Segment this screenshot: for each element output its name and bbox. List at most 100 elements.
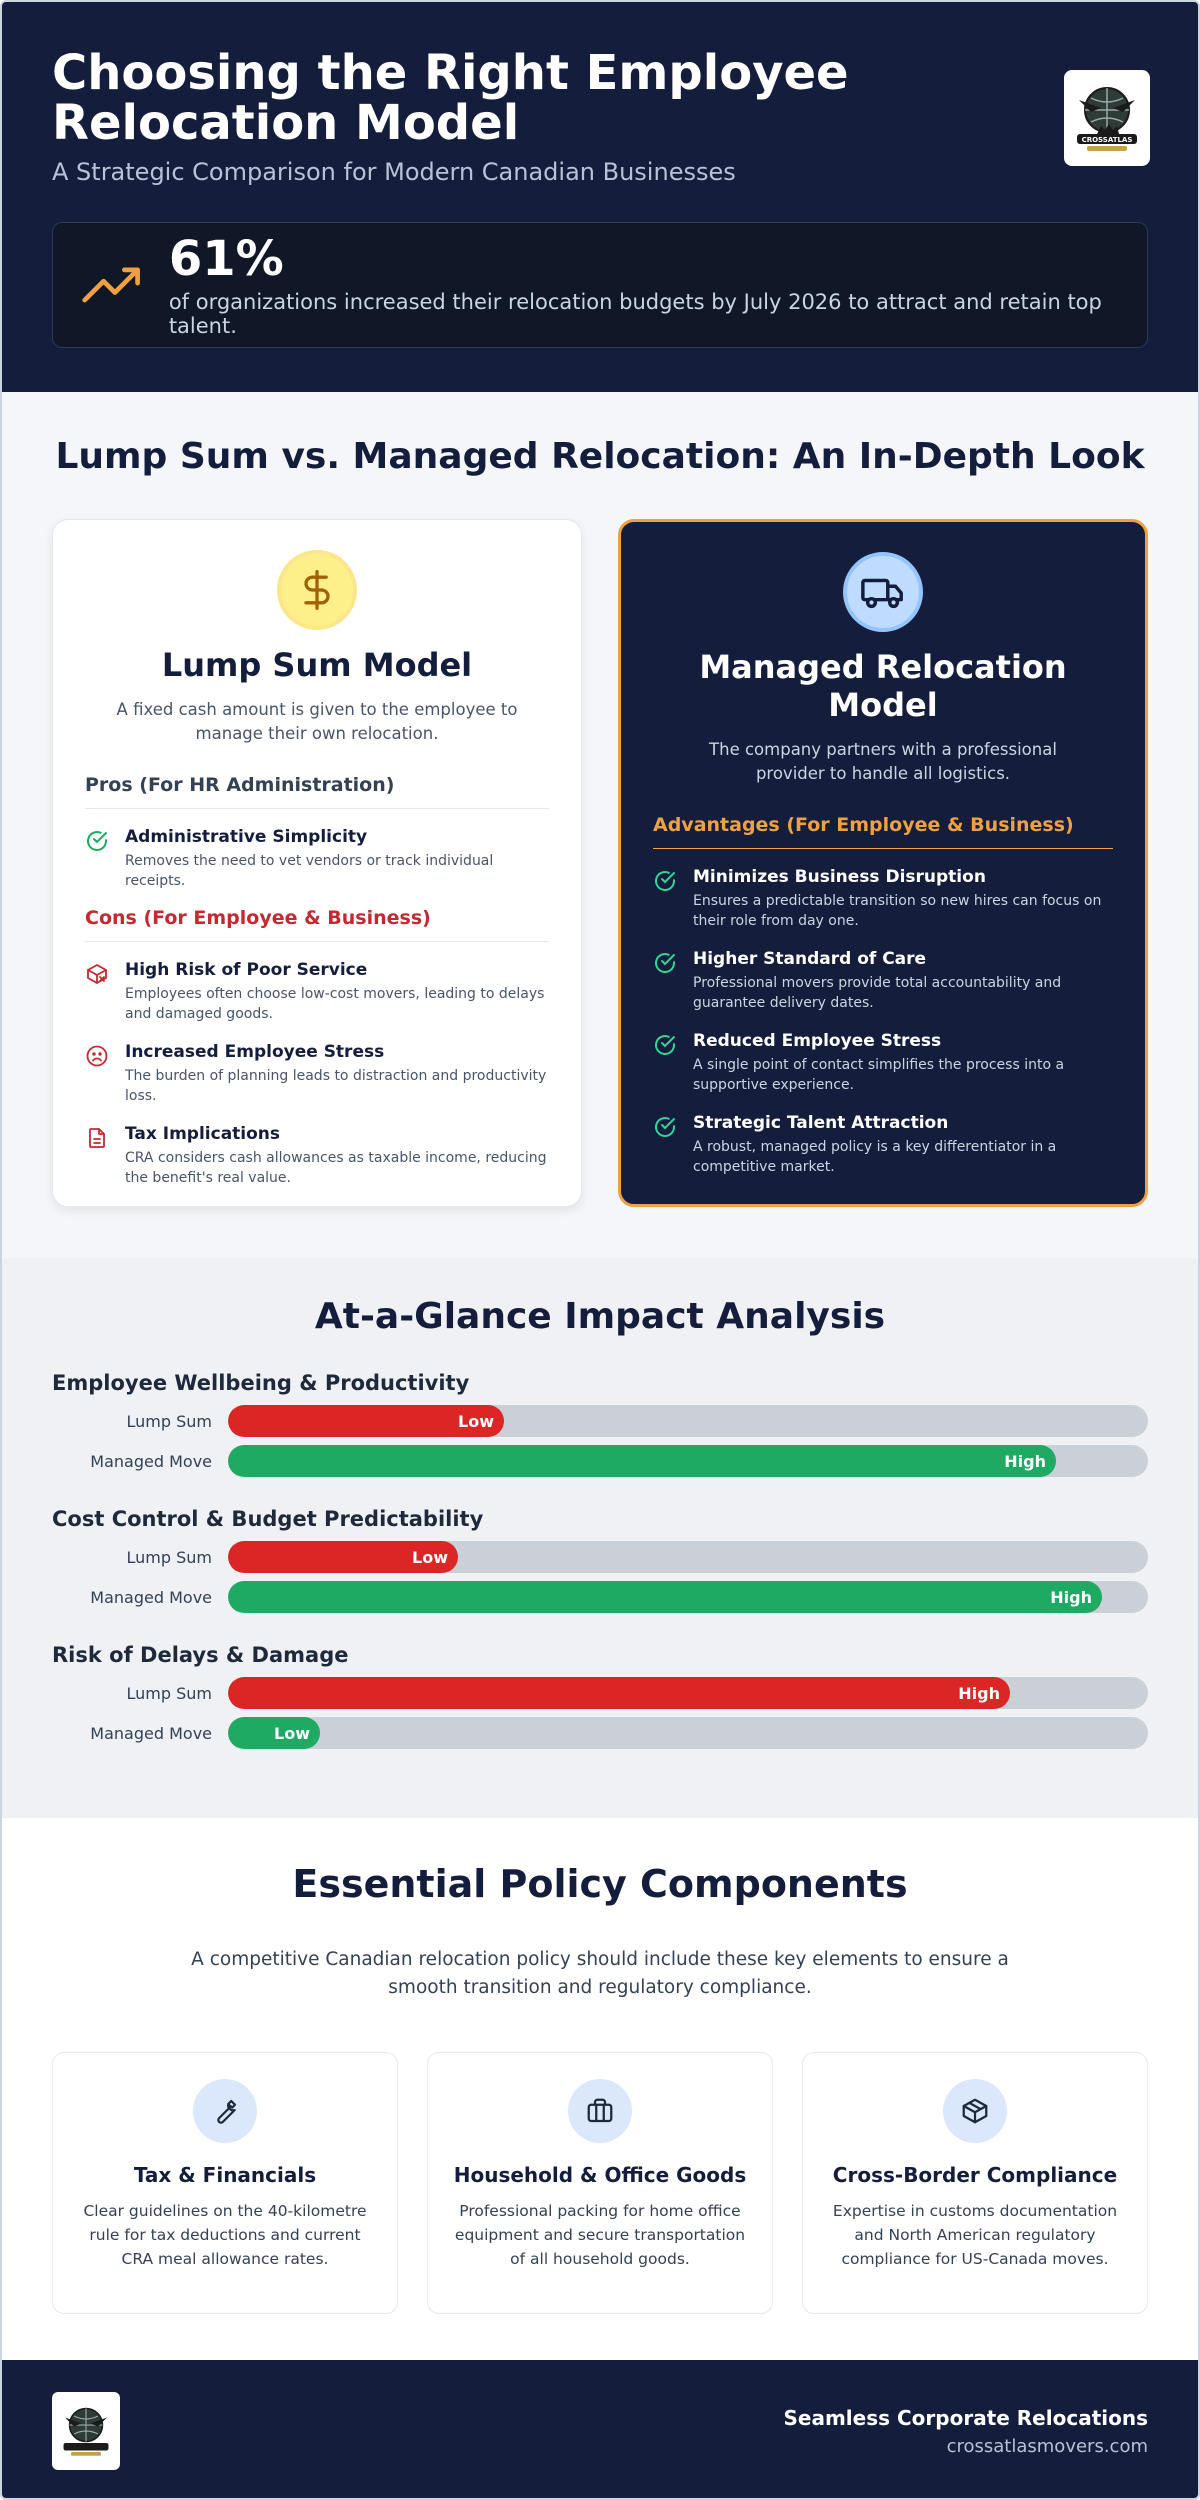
bar-fill: Low bbox=[228, 1405, 504, 1437]
check-circle-icon bbox=[87, 831, 107, 851]
policy-components-section: Essential Policy Components A competitiv… bbox=[2, 1818, 1198, 2360]
hero-header: Choosing the Right Employee Relocation M… bbox=[2, 2, 1198, 392]
con-text: The burden of planning leads to distract… bbox=[125, 1068, 547, 1104]
globe-logo-icon bbox=[63, 2407, 109, 2456]
con-text: Employees often choose low-cost movers, … bbox=[125, 986, 545, 1022]
frown-icon bbox=[86, 1045, 108, 1067]
policy-intro: A competitive Canadian relocation policy… bbox=[191, 1949, 1009, 1998]
bar-label: Managed Move bbox=[90, 1723, 212, 1743]
truck-icon bbox=[843, 552, 923, 632]
policy-card-title: Household & Office Goods bbox=[453, 2163, 747, 2187]
lump-sum-description: A fixed cash amount is given to the empl… bbox=[116, 700, 518, 743]
bar-label: Lump Sum bbox=[126, 1411, 212, 1431]
check-circle-icon bbox=[655, 953, 675, 973]
broken-package-icon bbox=[87, 964, 107, 984]
bar-label: Lump Sum bbox=[126, 1683, 212, 1703]
bar-fill: Low bbox=[228, 1717, 320, 1749]
pro-title: Administrative Simplicity bbox=[125, 827, 368, 847]
advantage-title: Reduced Employee Stress bbox=[693, 1031, 942, 1051]
box-icon bbox=[943, 2079, 1007, 2143]
advantages-heading: Advantages (For Employee & Business) bbox=[653, 814, 1113, 849]
comparison-title: Lump Sum vs. Managed Relocation: An In-D… bbox=[55, 436, 1145, 477]
bar-track: Low bbox=[228, 1541, 1148, 1573]
pro-item: Administrative Simplicity Removes the ne… bbox=[85, 827, 549, 891]
impact-metric: Risk of Delays & Damage Lump Sum High Ma… bbox=[52, 1643, 1148, 1749]
advantage-text: Ensures a predictable transition so new … bbox=[693, 893, 1102, 929]
advantage-item: Strategic Talent Attraction A robust, ma… bbox=[653, 1113, 1113, 1177]
metric-title: Risk of Delays & Damage bbox=[52, 1643, 349, 1667]
metric-title: Employee Wellbeing & Productivity bbox=[52, 1371, 470, 1395]
advantage-item: Reduced Employee Stress A single point o… bbox=[653, 1031, 1113, 1095]
bar-label: Managed Move bbox=[90, 1451, 212, 1471]
impact-metric: Cost Control & Budget Predictability Lum… bbox=[52, 1507, 1148, 1613]
bar-row: Managed Move Low bbox=[52, 1717, 1148, 1749]
footer-url[interactable]: crossatlasmovers.com bbox=[946, 2435, 1148, 2457]
advantage-title: Strategic Talent Attraction bbox=[693, 1113, 949, 1133]
pros-heading: Pros (For HR Administration) bbox=[85, 774, 549, 809]
policy-card-title: Cross-Border Compliance bbox=[832, 2163, 1118, 2187]
impact-title: At-a-Glance Impact Analysis bbox=[314, 1296, 886, 1337]
bar-row: Managed Move High bbox=[52, 1581, 1148, 1613]
bar-track: Low bbox=[228, 1405, 1148, 1437]
policy-card: Tax & Financials Clear guidelines on the… bbox=[52, 2052, 398, 2314]
advantage-title: Minimizes Business Disruption bbox=[693, 867, 986, 887]
advantage-title: Higher Standard of Care bbox=[693, 949, 927, 969]
impact-metrics: Employee Wellbeing & Productivity Lump S… bbox=[2, 1371, 1198, 1749]
policy-title: Essential Policy Components bbox=[292, 1862, 908, 1906]
document-icon bbox=[89, 1128, 105, 1148]
policy-card: Household & Office Goods Professional pa… bbox=[427, 2052, 773, 2314]
bar-row: Lump Sum Low bbox=[52, 1541, 1148, 1573]
stat-description: of organizations increased their relocat… bbox=[168, 290, 1102, 338]
policy-card-text: Expertise in customs documentation and N… bbox=[832, 2202, 1118, 2268]
advantage-text: A robust, managed policy is a key differ… bbox=[693, 1139, 1057, 1175]
comparison-section: Lump Sum vs. Managed Relocation: An In-D… bbox=[2, 392, 1198, 1258]
bar-fill: High bbox=[228, 1445, 1056, 1477]
footer-logo bbox=[52, 2392, 120, 2470]
bar-track: High bbox=[228, 1445, 1148, 1477]
bar-label: Lump Sum bbox=[126, 1547, 212, 1567]
wrench-icon bbox=[193, 2079, 257, 2143]
bar-track: Low bbox=[228, 1717, 1148, 1749]
policy-card-text: Professional packing for home office equ… bbox=[454, 2202, 746, 2268]
con-item: Increased Employee Stress The burden of … bbox=[85, 1042, 549, 1106]
footer: Seamless Corporate Relocations crossatla… bbox=[2, 2360, 1198, 2498]
advantage-item: Minimizes Business Disruption Ensures a … bbox=[653, 867, 1113, 931]
bar-track: High bbox=[228, 1677, 1148, 1709]
pro-text: Removes the need to vet vendors or track… bbox=[125, 853, 494, 889]
con-text: CRA considers cash allowances as taxable… bbox=[125, 1150, 547, 1186]
policy-card: Cross-Border Compliance Expertise in cus… bbox=[802, 2052, 1148, 2314]
con-title: Tax Implications bbox=[125, 1124, 281, 1144]
lump-sum-card: Lump Sum Model A fixed cash amount is gi… bbox=[52, 519, 582, 1207]
con-item: Tax Implications CRA considers cash allo… bbox=[85, 1124, 549, 1188]
bar-fill: High bbox=[228, 1677, 1010, 1709]
svg-text:CROSSATLAS: CROSSATLAS bbox=[1082, 136, 1133, 144]
policy-card-text: Clear guidelines on the 40-kilometre rul… bbox=[83, 2202, 367, 2268]
advantage-text: Professional movers provide total accoun… bbox=[693, 975, 1062, 1011]
globe-logo-icon: CROSSATLAS bbox=[1077, 87, 1137, 151]
stat-callout: 61% of organizations increased their rel… bbox=[52, 222, 1148, 348]
bar-fill: High bbox=[228, 1581, 1102, 1613]
trending-up-icon bbox=[82, 267, 140, 303]
footer-tagline: Seamless Corporate Relocations bbox=[783, 2405, 1149, 2430]
lump-sum-title: Lump Sum Model bbox=[161, 646, 473, 684]
advantage-item: Higher Standard of Care Professional mov… bbox=[653, 949, 1113, 1013]
managed-relocation-card: Managed Relocation Model The company par… bbox=[618, 519, 1148, 1207]
con-title: Increased Employee Stress bbox=[125, 1042, 385, 1062]
briefcase-icon bbox=[568, 2079, 632, 2143]
cons-heading: Cons (For Employee & Business) bbox=[85, 907, 549, 942]
impact-metric: Employee Wellbeing & Productivity Lump S… bbox=[52, 1371, 1148, 1477]
bar-row: Lump Sum Low bbox=[52, 1405, 1148, 1437]
stat-value: 61% bbox=[168, 231, 284, 287]
con-item: High Risk of Poor Service Employees ofte… bbox=[85, 960, 549, 1024]
bar-row: Managed Move High bbox=[52, 1445, 1148, 1477]
managed-description: The company partners with a professional… bbox=[709, 740, 1057, 783]
dollar-icon bbox=[277, 550, 357, 630]
check-circle-icon bbox=[655, 871, 675, 891]
con-title: High Risk of Poor Service bbox=[125, 960, 368, 980]
bar-fill: Low bbox=[228, 1541, 458, 1573]
page-title: Choosing the Right Employee Relocation M… bbox=[52, 45, 849, 151]
managed-title: Managed Relocation Model bbox=[699, 648, 1067, 724]
bar-label: Managed Move bbox=[90, 1587, 212, 1607]
company-logo: CROSSATLAS bbox=[1064, 70, 1150, 166]
